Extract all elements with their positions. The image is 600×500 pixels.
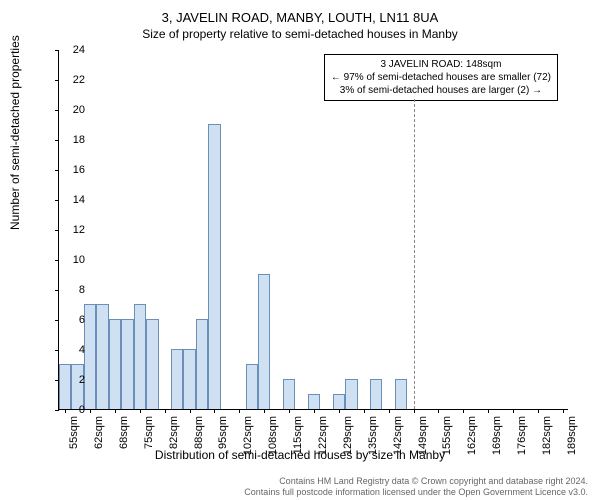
bar	[96, 304, 108, 409]
x-tick-mark	[538, 409, 539, 413]
bar	[208, 124, 220, 409]
y-tick-label: 8	[45, 284, 85, 296]
bar	[333, 394, 345, 409]
y-tick-label: 0	[45, 404, 85, 416]
x-tick-label: 149sqm	[417, 416, 429, 455]
x-tick-label: 108sqm	[267, 416, 279, 455]
bar	[308, 394, 320, 409]
bar	[246, 364, 258, 409]
x-tick-label: 142sqm	[392, 416, 404, 455]
x-tick-mark	[190, 409, 191, 413]
bar	[84, 304, 96, 409]
chart-container: 3, JAVELIN ROAD, MANBY, LOUTH, LN11 8UA …	[0, 0, 600, 500]
x-tick-label: 162sqm	[466, 416, 478, 455]
bar	[109, 319, 121, 409]
chart-title-main: 3, JAVELIN ROAD, MANBY, LOUTH, LN11 8UA	[0, 0, 600, 25]
y-tick-label: 24	[45, 44, 85, 56]
x-tick-mark	[364, 409, 365, 413]
x-tick-mark	[339, 409, 340, 413]
x-tick-label: 95sqm	[217, 416, 229, 449]
x-tick-mark	[389, 409, 390, 413]
bar	[283, 379, 295, 409]
x-tick-label: 88sqm	[193, 416, 205, 449]
x-tick-label: 182sqm	[541, 416, 553, 455]
bar	[146, 319, 158, 409]
x-tick-mark	[214, 409, 215, 413]
x-tick-mark	[90, 409, 91, 413]
y-tick-label: 10	[45, 254, 85, 266]
bar	[345, 379, 357, 409]
annotation-line1: 3 JAVELIN ROAD: 148sqm	[331, 58, 551, 71]
x-tick-label: 102sqm	[242, 416, 254, 455]
x-tick-mark	[289, 409, 290, 413]
x-tick-label: 169sqm	[491, 416, 503, 455]
x-tick-mark	[513, 409, 514, 413]
bar	[134, 304, 146, 409]
annotation-line3: 3% of semi-detached houses are larger (2…	[331, 84, 551, 97]
bar	[370, 379, 382, 409]
chart-plot-area: 3 JAVELIN ROAD: 148sqm ← 97% of semi-det…	[58, 50, 568, 410]
y-tick-label: 12	[45, 224, 85, 236]
bar	[121, 319, 133, 409]
bar	[183, 349, 195, 409]
bar	[171, 349, 183, 409]
annotation-box: 3 JAVELIN ROAD: 148sqm ← 97% of semi-det…	[324, 54, 558, 101]
x-tick-label: 82sqm	[168, 416, 180, 449]
footer-line2: Contains full postcode information licen…	[244, 487, 588, 498]
x-tick-mark	[140, 409, 141, 413]
y-axis-label: Number of semi-detached properties	[8, 35, 22, 230]
y-tick-label: 14	[45, 194, 85, 206]
x-tick-mark	[488, 409, 489, 413]
footer-text: Contains HM Land Registry data © Crown c…	[244, 476, 588, 498]
x-tick-label: 75sqm	[143, 416, 155, 449]
x-tick-label: 129sqm	[342, 416, 354, 455]
y-tick-label: 22	[45, 74, 85, 86]
y-tick-label: 2	[45, 374, 85, 386]
bar	[395, 379, 407, 409]
x-tick-mark	[563, 409, 564, 413]
x-tick-label: 155sqm	[441, 416, 453, 455]
x-tick-mark	[264, 409, 265, 413]
x-tick-label: 55sqm	[68, 416, 80, 449]
x-tick-label: 68sqm	[118, 416, 130, 449]
y-tick-label: 16	[45, 164, 85, 176]
x-tick-mark	[165, 409, 166, 413]
bar	[59, 364, 71, 409]
x-tick-mark	[314, 409, 315, 413]
x-tick-label: 62sqm	[93, 416, 105, 449]
chart-title-sub: Size of property relative to semi-detach…	[0, 25, 600, 41]
reference-line	[414, 99, 416, 409]
y-tick-label: 4	[45, 344, 85, 356]
bar	[258, 274, 270, 409]
x-tick-mark	[115, 409, 116, 413]
x-tick-mark	[414, 409, 415, 413]
y-tick-label: 20	[45, 104, 85, 116]
bar	[196, 319, 208, 409]
x-tick-label: 135sqm	[367, 416, 379, 455]
x-tick-label: 122sqm	[317, 416, 329, 455]
x-tick-label: 115sqm	[292, 416, 304, 454]
annotation-line2: ← 97% of semi-detached houses are smalle…	[331, 71, 551, 84]
x-tick-label: 176sqm	[516, 416, 528, 455]
x-tick-label: 189sqm	[566, 416, 578, 455]
x-tick-mark	[239, 409, 240, 413]
bar	[71, 364, 83, 409]
x-tick-mark	[463, 409, 464, 413]
y-tick-label: 6	[45, 314, 85, 326]
y-tick-label: 18	[45, 134, 85, 146]
footer-line1: Contains HM Land Registry data © Crown c…	[244, 476, 588, 487]
x-tick-mark	[438, 409, 439, 413]
